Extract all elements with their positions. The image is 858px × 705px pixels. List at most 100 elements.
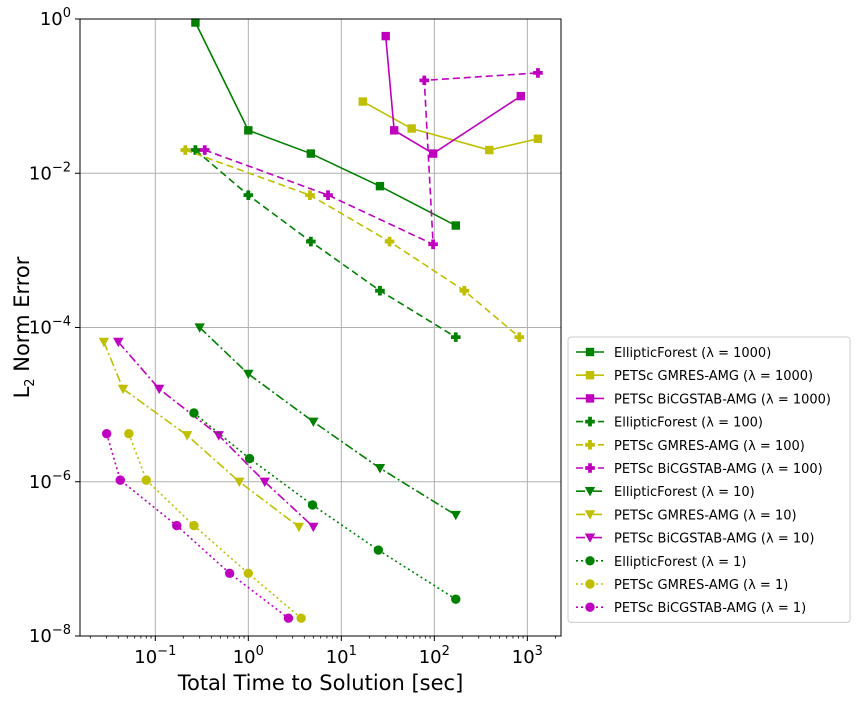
data-point — [516, 91, 525, 101]
data-point — [224, 568, 235, 579]
legend-label: PETSc BiCGSTAB-AMG (λ = 100) — [614, 462, 823, 477]
series-8 — [98, 337, 305, 533]
legend-marker — [585, 556, 595, 566]
data-point — [533, 68, 543, 78]
x-tick-label-exponent: −1 — [157, 644, 176, 659]
legend-label: EllipticForest (λ = 10) — [614, 485, 755, 500]
legend-marker — [585, 416, 595, 427]
data-point — [244, 126, 253, 135]
data-point — [451, 221, 460, 230]
y-tick-label: 10−2 — [29, 160, 71, 184]
data-point — [244, 453, 255, 464]
series-line — [128, 433, 302, 619]
legend-label: EllipticForest (λ = 1000) — [614, 346, 771, 361]
data-point — [451, 594, 461, 604]
data-point — [243, 369, 254, 380]
legend-entry: PETSc GMRES-AMG (λ = 1000) — [576, 369, 813, 384]
data-point — [306, 236, 316, 247]
legend-marker — [584, 510, 596, 520]
data-point — [181, 431, 193, 441]
series-2 — [358, 97, 543, 155]
data-point — [450, 510, 461, 521]
x-tick-label: 102 — [419, 644, 450, 668]
data-point — [98, 337, 110, 348]
legend-marker — [585, 463, 595, 473]
data-point — [305, 190, 315, 200]
y-tick-label-exponent: −4 — [52, 315, 71, 330]
data-point — [296, 613, 306, 623]
data-point — [485, 145, 494, 155]
x-tick-label: 100 — [233, 644, 264, 668]
data-point — [124, 428, 134, 439]
data-point — [191, 18, 200, 27]
legend-entry: PETSc GMRES-AMG (λ = 100) — [576, 439, 805, 454]
series-7 — [194, 323, 461, 521]
legend-entry: PETSc BiCGSTAB-AMG (λ = 1) — [576, 601, 806, 616]
y-axis-title-rest: Norm Error — [10, 256, 34, 378]
data-point — [115, 475, 125, 485]
series-line — [362, 100, 539, 151]
data-point — [306, 149, 316, 158]
x-tick-label-base: 10 — [512, 647, 535, 668]
legend-entry: PETSc GMRES-AMG (λ = 10) — [576, 508, 797, 523]
legend-label: PETSc GMRES-AMG (λ = 1) — [614, 578, 788, 593]
data-point — [323, 190, 333, 200]
series-line — [194, 149, 457, 338]
series-9 — [113, 337, 319, 533]
data-point — [189, 408, 199, 418]
series-group — [98, 18, 543, 623]
y-axis-title-main: L — [10, 386, 34, 398]
data-point — [141, 475, 151, 485]
series-line — [185, 149, 520, 338]
series-line — [384, 36, 522, 155]
x-tick-label-base: 10 — [233, 647, 256, 668]
x-tick-label: 103 — [512, 644, 543, 668]
legend-entry: PETSc BiCGSTAB-AMG (λ = 10) — [576, 532, 814, 547]
y-tick-label-base: 10 — [29, 626, 52, 647]
series-12 — [101, 428, 294, 623]
data-point — [243, 190, 254, 200]
data-point — [153, 384, 165, 395]
data-point — [308, 522, 319, 533]
series-line — [204, 72, 539, 246]
series-5 — [180, 145, 525, 342]
series-3 — [381, 31, 525, 158]
data-point — [189, 520, 199, 531]
series-1 — [191, 18, 460, 230]
x-tick-label-exponent: 2 — [442, 644, 450, 659]
data-point — [194, 323, 205, 333]
y-tick-label-base: 10 — [29, 318, 52, 339]
data-point — [375, 181, 385, 191]
y-tick-label-exponent: 0 — [63, 6, 71, 21]
data-point — [428, 239, 438, 250]
series-line — [103, 341, 300, 528]
legend-entry: EllipticForest (λ = 100) — [576, 416, 763, 431]
grid-lines — [80, 18, 561, 637]
legend: EllipticForest (λ = 1000) PETSc GMRES-AMG… — [567, 336, 851, 623]
x-tick-label-base: 10 — [134, 647, 157, 668]
data-point — [259, 477, 270, 487]
legend-marker — [585, 394, 595, 403]
legend-entry: EllipticForest (λ = 1000) — [576, 346, 771, 361]
data-point — [384, 236, 395, 247]
y-axis-title: L2 Norm Error — [10, 256, 38, 398]
legend-label: PETSc GMRES-AMG (λ = 100) — [614, 439, 805, 454]
data-point — [113, 337, 124, 348]
y-tick-label-base: 10 — [40, 9, 63, 30]
data-point — [117, 384, 129, 395]
y-tick-label-base: 10 — [29, 163, 52, 184]
series-6 — [199, 68, 543, 250]
data-point — [374, 464, 386, 474]
legend-box — [567, 336, 851, 623]
data-point — [375, 285, 385, 296]
legend-entry: EllipticForest (λ = 10) — [576, 485, 755, 500]
data-point — [419, 75, 430, 86]
legend-entry: PETSc BiCGSTAB-AMG (λ = 100) — [576, 462, 823, 477]
series-line — [199, 326, 457, 516]
data-point — [213, 431, 224, 441]
data-point — [172, 520, 182, 531]
data-point — [101, 428, 112, 439]
y-tick-label-exponent: −6 — [52, 469, 71, 484]
data-point — [373, 545, 384, 555]
x-tick-label: 10−1 — [134, 644, 176, 668]
